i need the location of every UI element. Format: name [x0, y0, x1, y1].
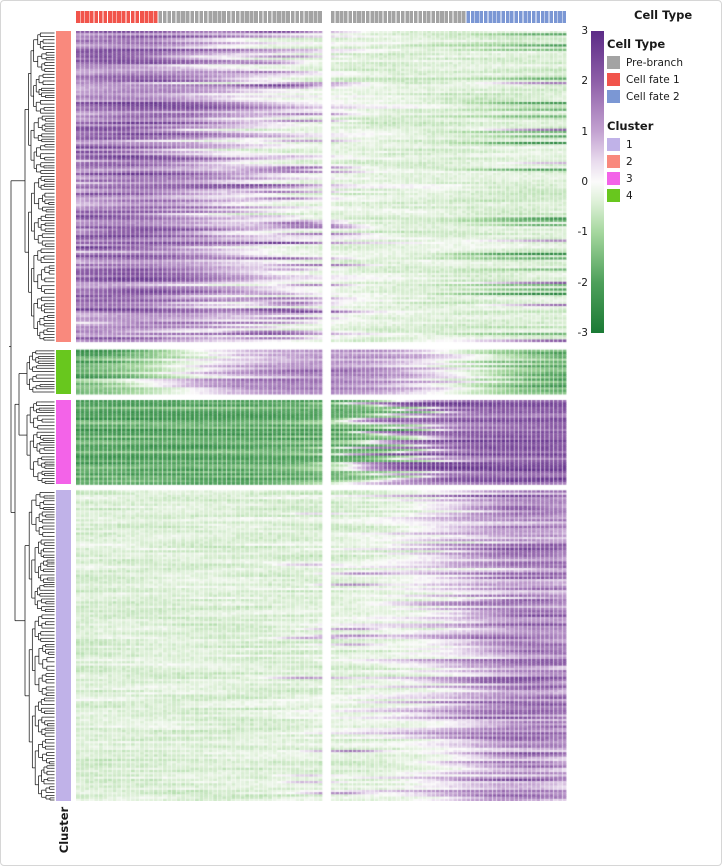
legend-label: 2	[626, 155, 633, 168]
cluster-legend-title: Cluster	[607, 119, 654, 133]
legend-item-pre-branch: Pre-branch	[607, 54, 683, 71]
row-cluster-annotation	[56, 31, 71, 801]
cluster-1-swatch	[607, 138, 620, 151]
legend-item-cluster-1: 1	[607, 136, 653, 153]
cluster-4-swatch	[607, 189, 620, 202]
cluster-3-swatch	[607, 172, 620, 185]
cluster-legend: Cluster 1 2 3 4	[607, 119, 653, 204]
legend-label: Cell fate 2	[626, 90, 680, 103]
colorbar-tick-label: 3	[581, 25, 588, 37]
row-annotation-axis-title: Cluster	[57, 806, 71, 854]
row-cluster-bar-2	[56, 31, 71, 342]
row-cluster-bar-4	[56, 349, 71, 395]
colorbar-tick-label: 2	[581, 75, 588, 87]
colorbar-tick-label: -1	[577, 226, 588, 238]
legend-item-cell-fate-1: Cell fate 1	[607, 71, 683, 88]
pre-branch-swatch	[607, 56, 620, 69]
cell-type-legend-title: Cell Type	[607, 37, 666, 51]
top-annotation-title: Cell Type	[634, 8, 693, 22]
cell-fate-1-swatch	[607, 73, 620, 86]
legend-item-cluster-4: 4	[607, 187, 653, 204]
top-annotation-left	[76, 11, 323, 23]
colorbar-tick-label: 0	[581, 176, 588, 188]
cell-type-legend: Cell Type Pre-branch Cell fate 1 Cell fa…	[607, 37, 683, 105]
legend-label: 1	[626, 138, 633, 151]
row-dendrogram	[9, 32, 55, 801]
cell-fate-2-swatch	[607, 90, 620, 103]
legend-label: Cell fate 1	[626, 73, 680, 86]
row-cluster-bar-1	[56, 490, 71, 801]
legend-label: Pre-branch	[626, 56, 683, 69]
row-cluster-bar-3	[56, 400, 71, 485]
legend-label: 3	[626, 172, 633, 185]
heatmap-canvas	[76, 31, 567, 801]
legend-item-cluster-2: 2	[607, 153, 653, 170]
legend-item-cell-fate-2: Cell fate 2	[607, 88, 683, 105]
colorbar-tick-label: 1	[581, 126, 588, 138]
legend-item-cluster-3: 3	[607, 170, 653, 187]
colorbar-tick-label: -2	[577, 277, 588, 289]
top-annotation-right	[331, 11, 567, 23]
legend-label: 4	[626, 189, 633, 202]
colorbar-tick-label: -3	[577, 327, 588, 339]
colorbar	[591, 31, 604, 333]
cluster-2-swatch	[607, 155, 620, 168]
